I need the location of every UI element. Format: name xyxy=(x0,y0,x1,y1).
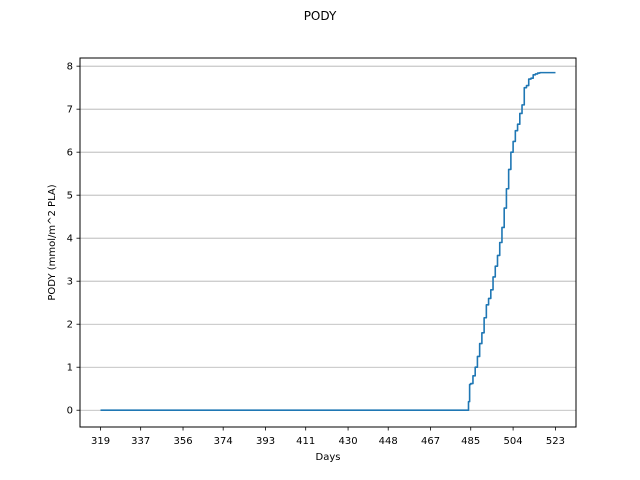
series-line xyxy=(100,71,556,412)
x-tick-label: 485 xyxy=(461,436,480,447)
x-tick-label: 356 xyxy=(173,436,192,447)
y-tick-label: 5 xyxy=(67,191,73,202)
chart-title: PODY xyxy=(304,9,337,23)
y-axis-label: PODY (mmol/m^2 PLA) xyxy=(47,184,58,300)
y-axis-ticks: 0 1 2 3 4 5 6 7 8 xyxy=(67,62,80,417)
x-tick-label: 523 xyxy=(546,436,565,447)
y-tick-label: 0 xyxy=(67,406,73,417)
y-tick-label: 3 xyxy=(67,277,73,288)
y-tick-label: 8 xyxy=(67,62,73,73)
y-tick-label: 6 xyxy=(67,148,73,159)
y-tick-label: 2 xyxy=(67,320,73,331)
x-tick-label: 374 xyxy=(214,436,233,447)
x-tick-label: 430 xyxy=(339,436,358,447)
x-axis-label: Days xyxy=(316,452,341,463)
x-tick-label: 393 xyxy=(256,436,275,447)
x-tick-label: 411 xyxy=(296,436,315,447)
plot-area-frame xyxy=(79,57,577,428)
x-tick-label: 319 xyxy=(91,436,110,447)
x-tick-label: 448 xyxy=(379,436,398,447)
x-tick-label: 467 xyxy=(421,436,440,447)
data-series xyxy=(100,71,556,412)
x-tick-label: 337 xyxy=(131,436,150,447)
y-tick-label: 7 xyxy=(67,105,73,116)
y-tick-label: 1 xyxy=(67,363,73,374)
y-tick-label: 4 xyxy=(67,234,73,245)
x-axis-ticks: 319 337 356 374 393 411 430 448 467 485 504 523 xyxy=(91,427,565,447)
x-tick-label: 504 xyxy=(504,436,523,447)
